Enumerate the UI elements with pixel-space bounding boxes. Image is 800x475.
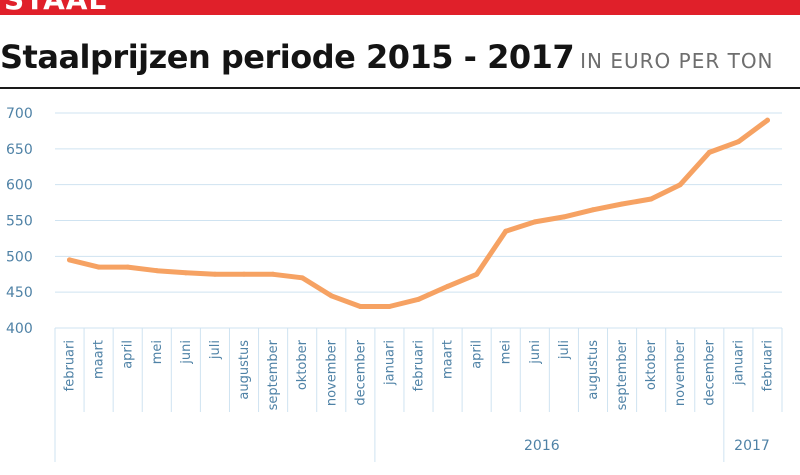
x-tick-label: augustus [586, 340, 601, 400]
data-point-februari-24 [764, 117, 770, 123]
data-point-februari-0 [67, 257, 73, 263]
x-tick-label: oktober [295, 339, 310, 390]
x-tick-label: juni [179, 340, 194, 365]
title-divider [0, 87, 800, 89]
x-tick-label: september [266, 339, 281, 410]
x-tick-label: december [702, 339, 717, 405]
data-point-september-19 [619, 201, 625, 207]
data-point-augustus-6 [241, 271, 247, 277]
x-tick-label: mei [499, 340, 514, 364]
y-tick-label: 550 [6, 214, 33, 230]
x-tick-label: april [470, 340, 485, 369]
chart-unit-label: IN EURO PER TON [580, 49, 774, 73]
year-label: 2016 [524, 438, 560, 454]
y-tick-label: 600 [6, 178, 33, 194]
x-tick-label: maart [441, 340, 456, 379]
data-point-januari-11 [386, 304, 392, 309]
data-point-april-2 [125, 264, 131, 270]
data-point-december-10 [357, 304, 363, 309]
x-tick-label: oktober [644, 339, 659, 390]
data-point-maart-13 [445, 283, 451, 289]
x-tick-label: mei [150, 340, 165, 364]
chart-header: Staalprijzen periode 2015 - 2017 IN EURO … [0, 38, 774, 82]
x-tick-label: april [121, 340, 136, 369]
year-label: 2017 [734, 438, 770, 454]
price-line [67, 117, 770, 309]
x-tick-label: juli [557, 340, 572, 360]
x-tick-label: november [673, 339, 688, 406]
data-point-april-14 [474, 271, 480, 277]
x-tick-label: november [324, 339, 339, 406]
data-point-mei-3 [154, 268, 160, 274]
x-tick-label: juni [528, 340, 543, 365]
data-point-februari-12 [416, 296, 421, 302]
data-point-januari-23 [735, 139, 741, 145]
data-point-juli-5 [212, 271, 218, 277]
data-point-augustus-18 [590, 207, 596, 213]
x-tick-label: februari [412, 340, 427, 391]
section-banner: STAAL [0, 0, 800, 15]
x-tick-label: maart [92, 340, 107, 379]
x-tick-label: december [353, 339, 368, 405]
y-tick-label: 400 [6, 321, 33, 337]
x-tick-label: februari [760, 340, 775, 391]
x-tick-label: juli [208, 340, 223, 360]
data-point-juni-4 [183, 270, 189, 276]
x-tick-label: januari [731, 340, 746, 386]
banner-text: STAAL [4, 0, 107, 15]
chart-title: Staalprijzen periode 2015 - 2017 [0, 38, 575, 76]
y-tick-label: 700 [6, 106, 33, 122]
data-point-maart-1 [96, 264, 102, 270]
x-tick-label: januari [382, 340, 397, 386]
y-tick-label: 500 [6, 249, 33, 265]
data-point-oktober-8 [299, 275, 305, 281]
data-point-november-9 [328, 293, 334, 299]
data-point-september-7 [270, 271, 276, 277]
y-tick-label: 650 [6, 142, 33, 158]
data-point-december-22 [706, 149, 712, 155]
data-point-november-21 [677, 182, 683, 188]
data-point-juli-17 [561, 214, 567, 220]
data-point-oktober-20 [648, 196, 654, 202]
x-tick-label: augustus [237, 340, 252, 400]
y-tick-label: 450 [6, 285, 33, 301]
data-point-mei-15 [503, 228, 509, 234]
x-tick-label: september [615, 339, 630, 410]
data-point-juni-16 [532, 219, 538, 225]
x-tick-label: februari [63, 340, 78, 391]
